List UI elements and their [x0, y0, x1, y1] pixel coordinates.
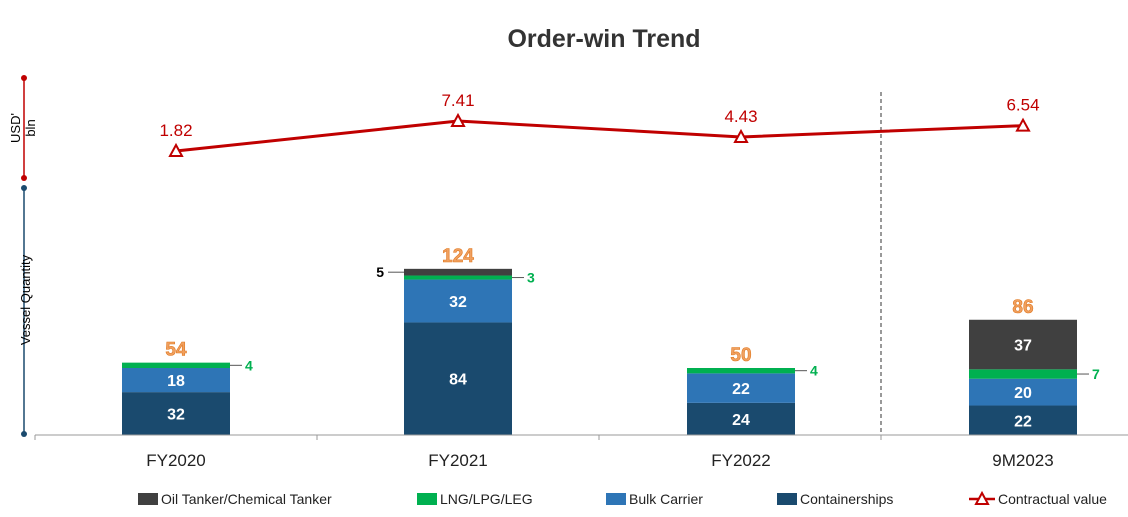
- data-label-bulk-carrier-fy2021: 32: [449, 294, 467, 311]
- data-label-containerships-fy2022: 24: [732, 412, 750, 429]
- data-label-bulk-carrier-9m2023: 20: [1014, 385, 1032, 402]
- bar-containerships-9m2023: [969, 405, 1077, 435]
- contractual-value-line: [175, 119, 1024, 153]
- total-label-fy2021: 124: [442, 246, 474, 267]
- x-tick-label-9m2023: 9M2023: [992, 451, 1053, 470]
- bar-bulk-carrier-fy2021: [404, 279, 512, 323]
- data-label-lng-lpg-leg-fy2021: 3: [527, 270, 535, 286]
- bar-lng-lpg-leg-fy2020: [122, 362, 230, 368]
- legend-marker-contractual-value: [974, 490, 990, 505]
- contractual-value-label-fy2021: 7.41: [441, 91, 474, 110]
- data-label-containerships-fy2020: 32: [167, 407, 185, 424]
- bar-lng-lpg-leg-fy2022: [687, 368, 795, 374]
- data-label-lng-lpg-leg-fy2022: 4: [810, 363, 818, 379]
- data-label-bulk-carrier-fy2020: 18: [167, 373, 185, 390]
- total-label-fy2022: 50: [730, 345, 751, 366]
- legend-label-oil-tanker-chemical-tanker: Oil Tanker/Chemical Tanker: [161, 491, 332, 507]
- total-label-fy2020: 54: [165, 340, 187, 361]
- x-tick-label-fy2021: FY2021: [428, 451, 488, 470]
- y-axis-label-line-1: USD': [8, 113, 23, 143]
- left-axis: [21, 75, 27, 437]
- contractual-value-label-9m2023: 6.54: [1006, 96, 1039, 115]
- legend-label-bulk-carrier: Bulk Carrier: [629, 491, 703, 507]
- legend-swatch-lng-lpg-leg: [417, 493, 437, 505]
- legend-label-lng-lpg-leg: LNG/LPG/LEG: [440, 491, 533, 507]
- legend: Oil Tanker/Chemical Tanker LNG/LPG/LEG Bul…: [138, 490, 1107, 507]
- bar-containerships-fy2020: [122, 392, 230, 435]
- left-axis-line-bracket-top-dot: [21, 75, 27, 81]
- x-tick-label-fy2022: FY2022: [711, 451, 771, 470]
- bar-lng-lpg-leg-9m2023: [969, 369, 1077, 379]
- y-axis-label-bars: Vessel Quantity: [18, 254, 33, 345]
- bar-lng-lpg-leg-fy2021: [404, 275, 512, 280]
- bar-group: 32 18 4 54 84 32 3 5 124 24 22 4 50 22 20 7 37 86: [122, 246, 1100, 435]
- contractual-value-point-fy2020: [168, 142, 184, 157]
- total-label-9m2023: 86: [1012, 297, 1033, 318]
- bar-containerships-fy2021: [404, 322, 512, 435]
- legend-swatch-bulk-carrier: [606, 493, 626, 505]
- left-axis-line-bracket-bottom-dot: [21, 175, 27, 181]
- bar-oil-tanker-chemical-tanker-9m2023: [969, 319, 1077, 370]
- contractual-value-point-fy2022: [733, 128, 749, 143]
- contractual-value-label-fy2020: 1.82: [159, 121, 192, 140]
- bar-bulk-carrier-fy2022: [687, 373, 795, 403]
- data-label-lng-lpg-leg-fy2020: 4: [245, 357, 253, 373]
- legend-swatch-containerships: [777, 493, 797, 505]
- bar-bulk-carrier-9m2023: [969, 378, 1077, 406]
- contractual-value-point-fy2021: [450, 112, 466, 127]
- data-label-oil-tanker-chemical-tanker-9m2023: 37: [1014, 338, 1032, 355]
- y-axis-label-line-2: bln: [23, 119, 38, 136]
- legend-label-containerships: Containerships: [800, 491, 893, 507]
- left-axis-bar-bracket-bottom-dot: [21, 431, 27, 437]
- data-label-bulk-carrier-fy2022: 22: [732, 381, 750, 398]
- bar-containerships-fy2022: [687, 402, 795, 435]
- data-label-lng-lpg-leg-9m2023: 7: [1092, 366, 1100, 382]
- left-axis-bar-bracket-top-dot: [21, 185, 27, 191]
- data-label-containerships-9m2023: 22: [1014, 413, 1032, 430]
- data-label-containerships-fy2021: 84: [449, 372, 467, 389]
- contractual-value-label-fy2022: 4.43: [724, 107, 757, 126]
- chart-title: Order-win Trend: [507, 25, 700, 53]
- bar-oil-tanker-chemical-tanker-fy2021: [404, 268, 512, 276]
- line-series-group: 1.82 7.41 4.43 6.54: [159, 91, 1040, 157]
- legend-swatch-oil-tanker-chemical-tanker: [138, 493, 158, 505]
- data-label-oil-tanker-chemical-tanker-fy2021: 5: [376, 264, 384, 280]
- legend-label-contractual-value: Contractual value: [998, 491, 1107, 507]
- contractual-value-point-9m2023: [1015, 117, 1031, 132]
- x-tick-label-fy2020: FY2020: [146, 451, 206, 470]
- bar-bulk-carrier-fy2020: [122, 368, 230, 393]
- x-axis: FY2020 FY2021 FY2022 9M2023: [34, 92, 1128, 470]
